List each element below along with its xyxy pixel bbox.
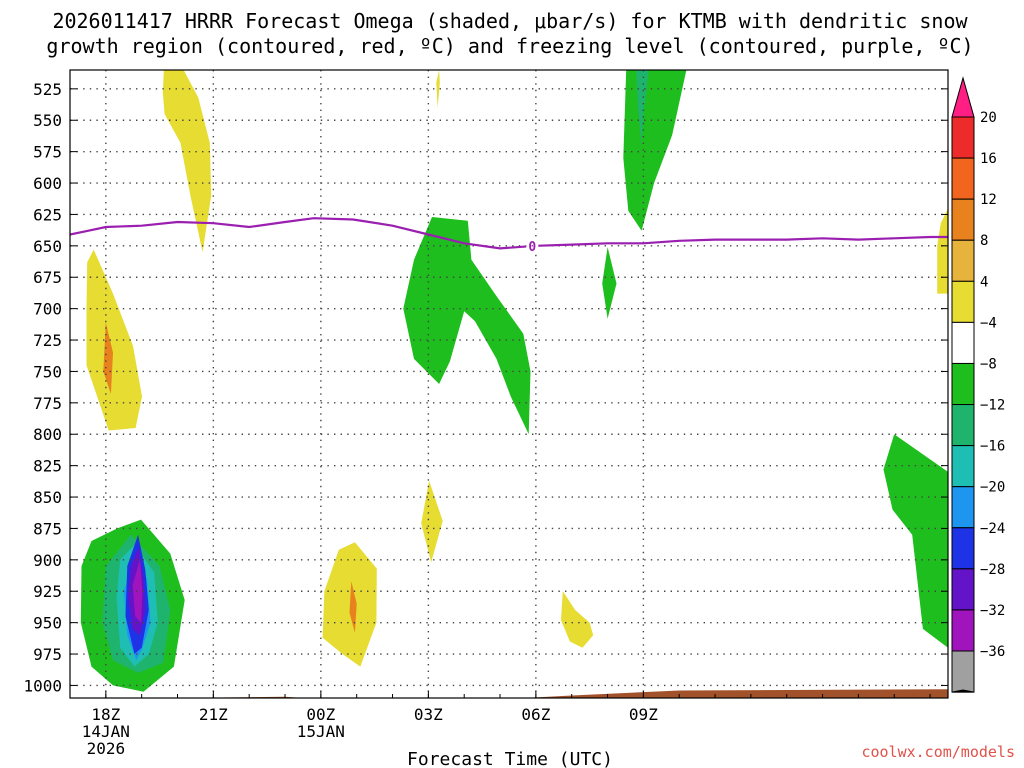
colorbar-swatch [951, 239, 975, 282]
omega-region [86, 249, 142, 431]
omega-region [937, 208, 948, 294]
x-tick-label: 2026 [87, 739, 126, 758]
colorbar-tick-label: −8 [980, 356, 997, 372]
omega-region [132, 559, 143, 623]
y-tick-label: 650 [33, 237, 62, 256]
y-tick-label: 850 [33, 488, 62, 507]
colorbar-tick-label: −16 [980, 439, 1005, 455]
colorbar-tick-label: 20 [980, 110, 997, 126]
y-tick-label: 675 [33, 268, 62, 287]
y-tick-label: 775 [33, 394, 62, 413]
x-axis-label: Forecast Time (UTC) [407, 749, 613, 768]
y-tick-label: 725 [33, 331, 62, 350]
omega-region [883, 434, 948, 648]
x-tick-label: 21Z [199, 705, 228, 724]
y-tick-label: 925 [33, 582, 62, 601]
colorbar-tick-label: −24 [980, 521, 1005, 537]
y-tick-label: 550 [33, 111, 62, 130]
colorbar-swatch [951, 486, 975, 529]
colorbar-tick-label: −32 [980, 603, 1005, 619]
colorbar-tick-label: −28 [980, 562, 1005, 578]
omega-region [322, 542, 377, 667]
y-tick-label: 750 [33, 362, 62, 381]
watermark-text: coolwx.com/models [861, 743, 1015, 761]
y-tick-label: 825 [33, 457, 62, 476]
y-tick-label: 950 [33, 614, 62, 633]
colorbar-swatch [951, 527, 975, 570]
colorbar-tick-label: 12 [980, 192, 997, 208]
x-tick-label: 15JAN [297, 722, 345, 741]
colorbar-swatch [951, 116, 975, 159]
x-tick-label: 06Z [521, 705, 550, 724]
y-tick-label: 875 [33, 519, 62, 538]
omega-region [103, 322, 113, 394]
freezing-level-line [70, 217, 948, 250]
x-tick-label: 18Z [91, 705, 120, 724]
y-tick-label: 625 [33, 205, 62, 224]
colorbar-swatch [951, 157, 975, 200]
colorbar-swatch [951, 198, 975, 241]
x-tick-label: 00Z [306, 705, 335, 724]
chart-title-line-2: growth region (contoured, red, ºC) and f… [46, 34, 973, 58]
colorbar-tick-label: 8 [980, 233, 988, 249]
y-tick-label: 525 [33, 80, 62, 99]
omega-region [403, 217, 531, 435]
omega-region [602, 247, 617, 319]
y-tick-label: 800 [33, 425, 62, 444]
omega-region [349, 581, 357, 633]
freezing-label-bg [526, 238, 539, 255]
colorbar-tick-label: −20 [980, 480, 1005, 496]
y-tick-label: 700 [33, 300, 62, 319]
x-tick-label: 09Z [629, 705, 658, 724]
y-tick-label: 900 [33, 551, 62, 570]
y-tick-label: 600 [33, 174, 62, 193]
colorbar-swatch [951, 280, 975, 323]
omega-region [561, 591, 594, 648]
omega-region [623, 70, 687, 231]
chart-title-line-1: 2026011417 HRRR Forecast Omega (shaded, … [52, 9, 968, 33]
colorbar-swatch [951, 568, 975, 611]
colorbar-tick-label: −36 [980, 644, 1005, 660]
x-tick-label: 14JAN [82, 722, 130, 741]
colorbar-bottom-arrow [951, 689, 975, 693]
y-tick-label: 575 [33, 143, 62, 162]
colorbar-tick-label: −4 [980, 315, 997, 331]
colorbar-swatch [951, 445, 975, 488]
x-tick-label: 03Z [414, 705, 443, 724]
colorbar-swatch [951, 650, 975, 693]
colorbar-tick-label: 4 [980, 274, 988, 290]
colorbar-swatch [951, 362, 975, 406]
y-tick-label: 975 [33, 645, 62, 664]
y-tick-label: 1000 [23, 676, 62, 695]
colorbar-tick-label: 16 [980, 151, 997, 167]
omega-region [421, 480, 443, 563]
freezing-level-label: 0 [528, 240, 536, 255]
colorbar-tick-label: −12 [980, 398, 1005, 414]
colorbar-swatch [951, 609, 975, 652]
omega-region [436, 70, 440, 108]
omega-region [636, 70, 649, 146]
omega-region [162, 70, 212, 253]
plot-frame [69, 69, 949, 699]
colorbar-swatch [951, 321, 975, 364]
ground-surface [70, 689, 948, 698]
colorbar-swatch [951, 404, 975, 447]
colorbar-top-arrow [951, 76, 975, 118]
